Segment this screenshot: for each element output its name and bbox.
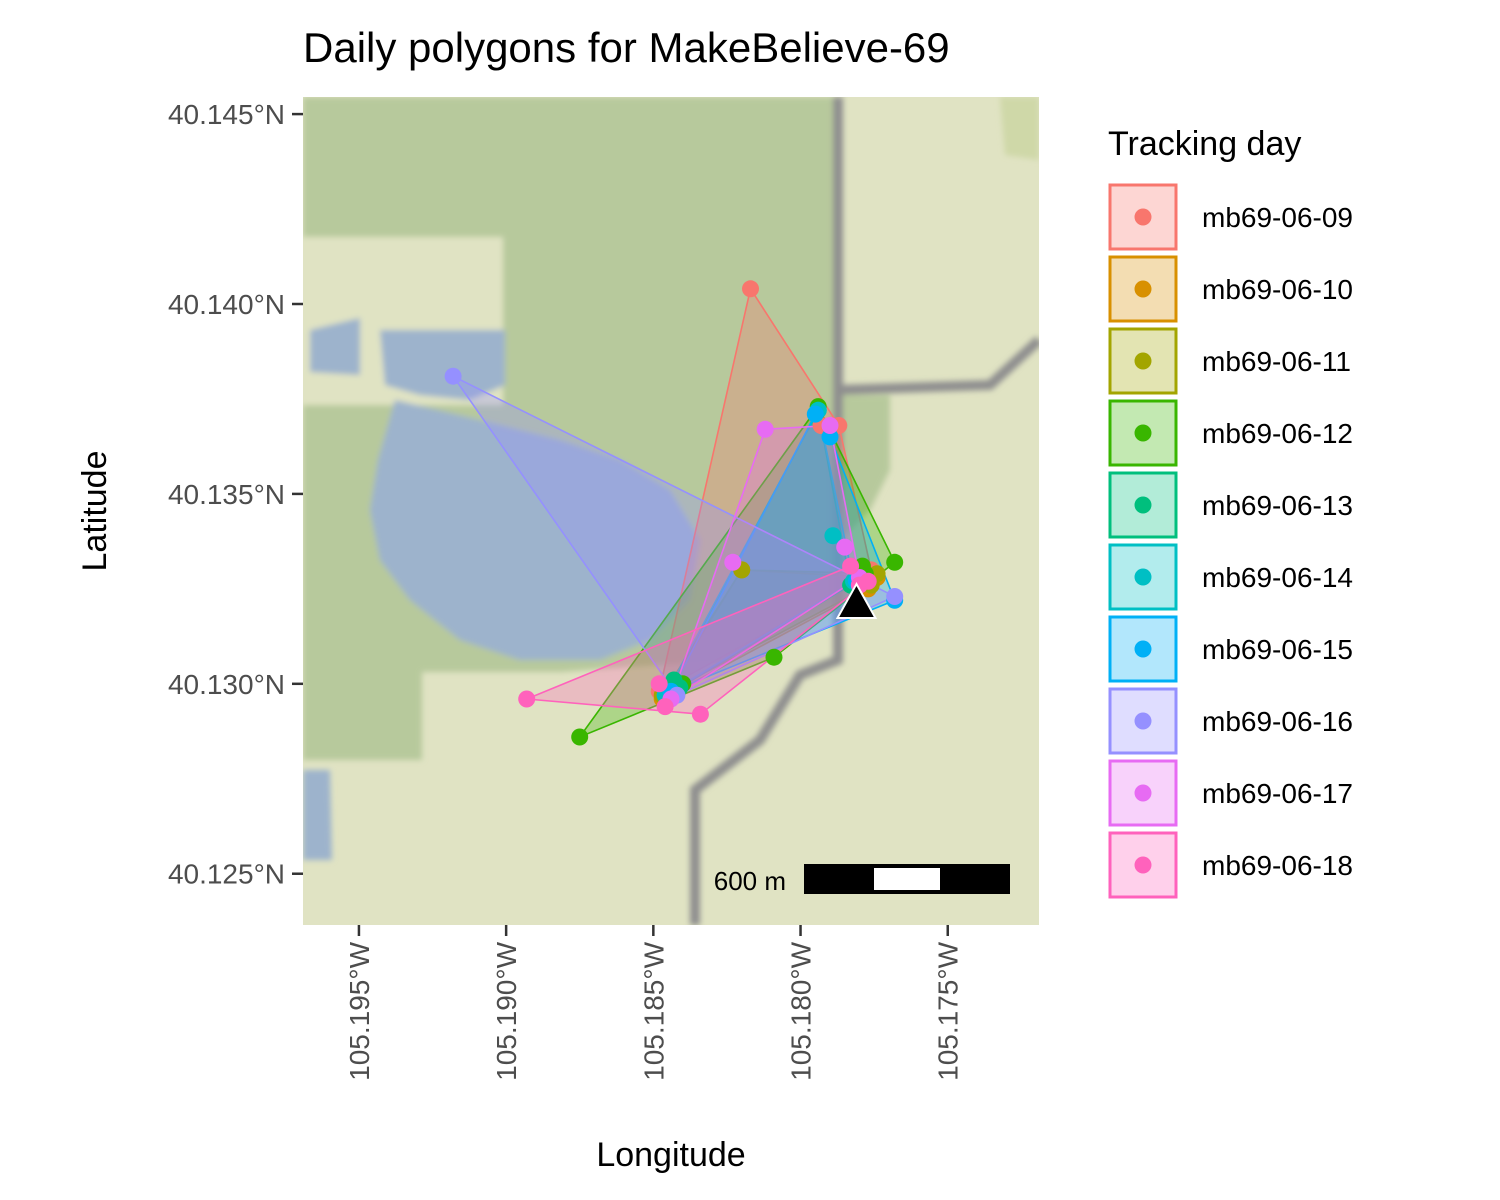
y-tick-label: 40.130°N <box>168 669 285 700</box>
lake-area <box>380 330 505 400</box>
y-tick-label: 40.140°N <box>168 289 285 320</box>
y-tick-label: 40.145°N <box>168 99 285 130</box>
legend-item-mb69-06-10: mb69-06-10 <box>1108 255 1353 323</box>
point-mb69-06-18 <box>691 705 709 723</box>
legend-label: mb69-06-11 <box>1202 346 1351 377</box>
point-mb69-06-12 <box>571 728 589 746</box>
point-mb69-06-16 <box>886 588 904 605</box>
legend-key-swatch <box>1108 615 1178 683</box>
legend-item-mb69-06-15: mb69-06-15 <box>1108 615 1353 683</box>
point-mb69-06-17 <box>821 417 839 434</box>
map-title: Daily polygons for MakeBelieve-69 <box>303 24 950 71</box>
legend-item-mb69-06-13: mb69-06-13 <box>1108 471 1353 539</box>
scale-bar-segment <box>874 868 940 890</box>
y-axis-title: Latitude <box>76 451 114 572</box>
x-axis-title: Longitude <box>596 1136 745 1174</box>
legend-item-mb69-06-17: mb69-06-17 <box>1108 759 1353 827</box>
pond-area <box>303 770 332 860</box>
point-mb69-06-14 <box>824 527 842 545</box>
legend: Tracking day mb69-06-09mb69-06-10mb69-06… <box>1108 125 1353 899</box>
field-area <box>1000 97 1039 160</box>
legend-item-mb69-06-12: mb69-06-12 <box>1108 399 1353 467</box>
point-mb69-06-15 <box>806 405 824 423</box>
legend-key-point <box>1134 568 1152 586</box>
point-mb69-06-18 <box>518 690 536 708</box>
legend-key-point <box>1134 280 1152 298</box>
legend-key-point <box>1134 424 1152 442</box>
legend-key-point <box>1134 208 1152 226</box>
legend-key-swatch <box>1108 327 1178 395</box>
point-mb69-06-09 <box>742 280 759 298</box>
x-tick-label: 105.195°W <box>344 941 375 1080</box>
point-mb69-06-12 <box>886 553 904 571</box>
lake-area <box>310 318 360 375</box>
legend-label: mb69-06-14 <box>1202 562 1353 593</box>
site-marker-layer <box>835 582 878 620</box>
legend-label: mb69-06-10 <box>1202 274 1353 305</box>
point-mb69-06-18 <box>650 675 668 693</box>
legend-item-mb69-06-09: mb69-06-09 <box>1108 183 1353 251</box>
scale-bar: 600 m <box>714 864 1010 896</box>
legend-item-mb69-06-18: mb69-06-18 <box>1108 831 1353 899</box>
x-tick-label: 105.180°W <box>786 941 817 1080</box>
point-mb69-06-17 <box>724 553 742 571</box>
point-mb69-06-17 <box>756 420 774 438</box>
y-tick-label: 40.125°N <box>168 859 285 890</box>
x-tick-label: 105.190°W <box>491 941 522 1080</box>
legend-label: mb69-06-16 <box>1202 706 1353 737</box>
legend-key-swatch <box>1108 687 1178 755</box>
legend-items: mb69-06-09 mb69-06-10 mb69-06-11 mb69-06-12… <box>1108 183 1353 899</box>
legend-label: mb69-06-12 <box>1202 418 1353 449</box>
legend-label: mb69-06-15 <box>1202 634 1353 665</box>
legend-key-point <box>1134 496 1152 514</box>
point-mb69-06-17 <box>836 538 854 556</box>
legend-label: mb69-06-18 <box>1202 850 1353 881</box>
polygon-mb69-06-14 <box>663 407 855 698</box>
legend-label: mb69-06-13 <box>1202 490 1353 521</box>
legend-key-point <box>1134 352 1152 370</box>
tracking-points <box>444 280 904 746</box>
road-line <box>837 336 1039 395</box>
legend-key-point <box>1134 640 1152 658</box>
road-line <box>690 97 843 925</box>
scale-bar-label: 600 m <box>714 866 786 896</box>
point-mb69-06-18 <box>656 698 674 716</box>
legend-label: mb69-06-17 <box>1202 778 1353 809</box>
point-mb69-06-16 <box>444 367 462 385</box>
forest-area <box>303 97 841 237</box>
lake-area <box>370 400 700 660</box>
point-mb69-06-12 <box>765 648 783 666</box>
legend-title: Tracking day <box>1108 125 1301 163</box>
basemap <box>303 97 1039 925</box>
x-tick-label: 105.185°W <box>638 941 669 1080</box>
legend-key-point <box>1134 784 1152 802</box>
x-axis: 105.195°W 105.190°W 105.185°W 105.180°W 105.… <box>344 925 964 1081</box>
legend-label: mb69-06-09 <box>1202 202 1353 233</box>
x-tick-label: 105.175°W <box>933 941 964 1080</box>
legend-item-mb69-06-11: mb69-06-11 <box>1108 327 1351 395</box>
site-marker-triangle <box>835 582 878 620</box>
point-mb69-06-18 <box>842 557 860 575</box>
y-axis: 40.125°N 40.130°N 40.135°N 40.140°N 40.145°N <box>168 99 303 890</box>
legend-key-point <box>1134 712 1152 730</box>
y-tick-label: 40.135°N <box>168 479 285 510</box>
legend-key-point <box>1134 856 1152 874</box>
legend-item-mb69-06-16: mb69-06-16 <box>1108 687 1353 755</box>
legend-item-mb69-06-14: mb69-06-14 <box>1108 543 1353 611</box>
